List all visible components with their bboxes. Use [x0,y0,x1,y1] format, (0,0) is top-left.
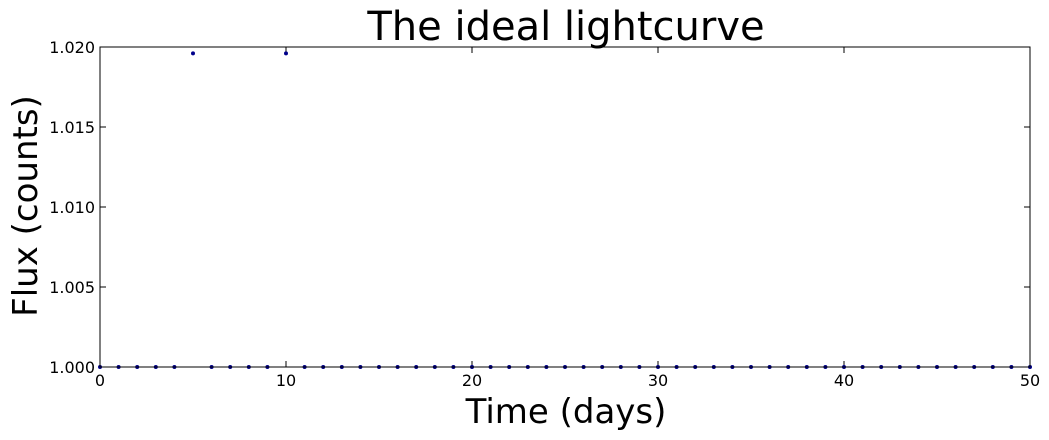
x-tick-label: 50 [1020,371,1040,390]
plot-frame [99,46,1031,368]
y-tick-label: 1.015 [49,118,95,137]
y-tick-label: 1.005 [49,278,95,297]
data-marks [98,51,1032,369]
chart-title: The ideal lightcurve [366,4,764,50]
x-tick-label: 10 [276,371,296,390]
x-tick-label: 40 [834,371,854,390]
y-tick-label: 1.000 [49,358,95,377]
y-tick-label: 1.020 [49,38,95,57]
x-tick-label: 0 [95,371,105,390]
data-point [191,51,195,56]
data-point [284,51,288,56]
x-axis-label: Time (days) [465,392,667,432]
y-tick-label: 1.010 [49,198,95,217]
axis-ticks: 0 10 20 30 40 50 1.000 1.005 1.010 1.015 1.020 [49,38,1040,390]
x-tick-label: 20 [462,371,482,390]
y-axis-label: Flux (counts) [6,95,46,317]
x-tick-label: 30 [648,371,668,390]
